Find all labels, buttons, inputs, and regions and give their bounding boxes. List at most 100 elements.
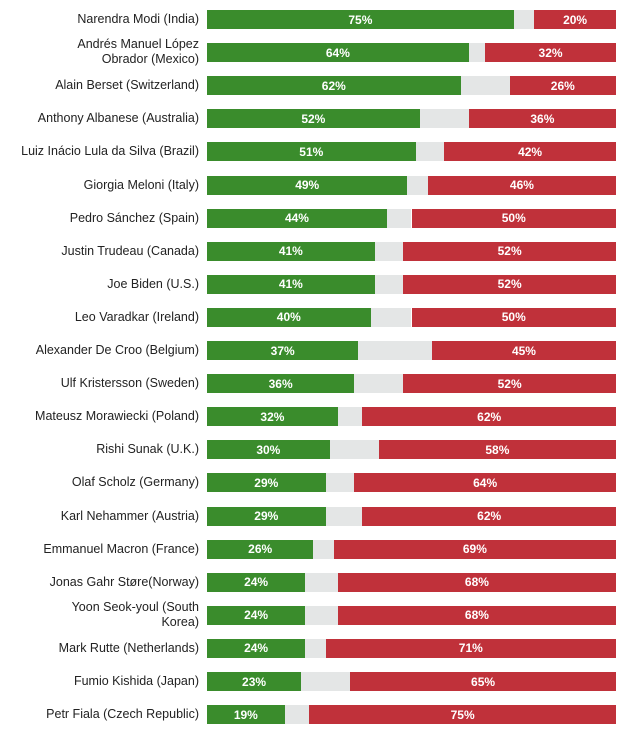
approve-bar: 49% (207, 175, 408, 195)
leader-label: Emmanuel Macron (France) (43, 541, 199, 556)
disapprove-bar: 65% (350, 672, 616, 691)
disapprove-bar: 68% (337, 605, 616, 625)
chart-row: Pedro Sánchez (Spain) 44% 50% (0, 201, 628, 234)
no-opinion-bar (460, 76, 510, 96)
chart-row: Ulf Kristersson (Sweden) 36% 52% (0, 366, 628, 399)
leader-label: Ulf Kristersson (Sweden) (60, 376, 199, 391)
approve-bar: 36% (207, 374, 355, 394)
leader-label: Alain Berset (Switzerland) (55, 78, 199, 93)
chart-row: Jonas Gahr Støre(Norway) 24% 68% (0, 565, 628, 598)
no-opinion-bar (305, 572, 338, 592)
leader-label: Mateusz Morawiecki (Poland) (35, 409, 199, 424)
leader-label: Andrés Manuel López Obrador (Mexico) (77, 37, 199, 67)
chart-row: Joe Biden (U.S.) 41% 52% (0, 267, 628, 300)
chart-row: Andrés Manuel López Obrador (Mexico) 64% 3… (0, 35, 628, 68)
chart-row: Mateusz Morawiecki (Poland) 32% 62% (0, 399, 628, 432)
approve-bar: 37% (207, 341, 359, 360)
disapprove-bar: 75% (309, 705, 616, 725)
approve-bar: 24% (207, 605, 306, 625)
leader-label: Luiz Inácio Lula da Silva (Brazil) (21, 144, 199, 159)
approve-bar: 75% (207, 10, 514, 29)
approve-bar: 51% (207, 142, 416, 162)
disapprove-bar: 52% (403, 374, 616, 394)
leader-label: Olaf Scholz (Germany) (71, 475, 199, 490)
chart-row: Alexander De Croo (Belgium) 37% 45% (0, 333, 628, 366)
approve-bar: 32% (207, 407, 338, 427)
chart-row: Fumio Kishida (Japan) 23% 65% (0, 664, 628, 697)
no-opinion-bar (386, 208, 412, 228)
no-opinion-bar (468, 43, 486, 63)
approve-bar: 26% (207, 539, 314, 559)
approve-bar: 41% (207, 241, 375, 261)
chart-row: Mark Rutte (Netherlands) 24% 71% (0, 631, 628, 664)
chart-row: Yoon Seok-youl (South Korea) 24% 68% (0, 598, 628, 631)
approve-bar: 41% (207, 274, 375, 294)
leader-label: Joe Biden (U.S.) (107, 276, 199, 291)
leader-label: Petr Fiala (Czech Republic) (46, 707, 199, 722)
approve-bar: 64% (207, 43, 469, 63)
no-opinion-bar (374, 241, 404, 261)
approve-bar: 24% (207, 638, 306, 658)
chart-row: Leo Varadkar (Ireland) 40% 50% (0, 300, 628, 333)
leader-label: Rishi Sunak (U.K.) (96, 442, 199, 457)
leader-label: Yoon Seok-youl (South Korea) (71, 599, 199, 629)
no-opinion-bar (513, 10, 535, 29)
chart-row: Narendra Modi (India) 75% 20% (0, 2, 628, 35)
disapprove-bar: 50% (411, 307, 616, 327)
disapprove-bar: 26% (509, 76, 616, 96)
approve-bar: 44% (207, 208, 387, 228)
approve-bar: 29% (207, 506, 326, 526)
leader-label: Mark Rutte (Netherlands) (58, 640, 199, 655)
chart-row: Luiz Inácio Lula da Silva (Brazil) 51% 42% (0, 134, 628, 167)
disapprove-bar: 71% (325, 638, 616, 658)
leader-label: Karl Nehammer (Austria) (60, 508, 199, 523)
chart-row: Petr Fiala (Czech Republic) 19% 75% (0, 697, 628, 730)
approve-bar: 40% (207, 307, 371, 327)
approve-bar: 30% (207, 440, 330, 460)
no-opinion-bar (313, 539, 334, 559)
approve-bar: 23% (207, 672, 302, 691)
disapprove-bar: 46% (427, 175, 616, 195)
no-opinion-bar (301, 672, 351, 691)
leader-label: Justin Trudeau (Canada) (61, 243, 199, 258)
leader-label: Pedro Sánchez (Spain) (69, 210, 199, 225)
disapprove-bar: 68% (337, 572, 616, 592)
leader-label: Jonas Gahr Støre(Norway) (49, 574, 199, 589)
disapprove-bar: 32% (485, 43, 616, 63)
approve-bar: 19% (207, 705, 285, 725)
leader-label: Narendra Modi (India) (77, 12, 199, 26)
no-opinion-bar (358, 341, 432, 360)
disapprove-bar: 58% (378, 440, 616, 460)
approve-bar: 29% (207, 473, 326, 493)
leader-label: Giorgia Meloni (Italy) (83, 177, 199, 192)
leader-label: Fumio Kishida (Japan) (73, 674, 199, 688)
disapprove-bar: 36% (468, 109, 616, 129)
no-opinion-bar (415, 142, 445, 162)
no-opinion-bar (407, 175, 428, 195)
leader-label: Anthony Albanese (Australia) (37, 111, 199, 126)
leader-label: Alexander De Croo (Belgium) (35, 343, 199, 357)
approve-bar: 62% (207, 76, 461, 96)
approve-bar: 24% (207, 572, 306, 592)
leader-label: Leo Varadkar (Ireland) (74, 309, 199, 324)
no-opinion-bar (284, 705, 310, 725)
no-opinion-bar (370, 307, 412, 327)
chart-row: Emmanuel Macron (France) 26% 69% (0, 532, 628, 565)
approve-bar: 52% (207, 109, 420, 129)
disapprove-bar: 42% (444, 142, 616, 162)
disapprove-bar: 45% (431, 341, 616, 360)
chart-row: Giorgia Meloni (Italy) 49% 46% (0, 168, 628, 201)
disapprove-bar: 62% (362, 407, 616, 427)
chart-row: Anthony Albanese (Australia) 52% 36% (0, 101, 628, 134)
no-opinion-bar (329, 440, 379, 460)
chart-row: Olaf Scholz (Germany) 29% 64% (0, 465, 628, 498)
disapprove-bar: 20% (534, 10, 616, 29)
chart-row: Justin Trudeau (Canada) 41% 52% (0, 234, 628, 267)
disapprove-bar: 52% (403, 274, 616, 294)
disapprove-bar: 69% (333, 539, 616, 559)
disapprove-bar: 52% (403, 241, 616, 261)
disapprove-bar: 62% (362, 506, 616, 526)
no-opinion-bar (305, 638, 326, 658)
no-opinion-bar (325, 506, 363, 526)
